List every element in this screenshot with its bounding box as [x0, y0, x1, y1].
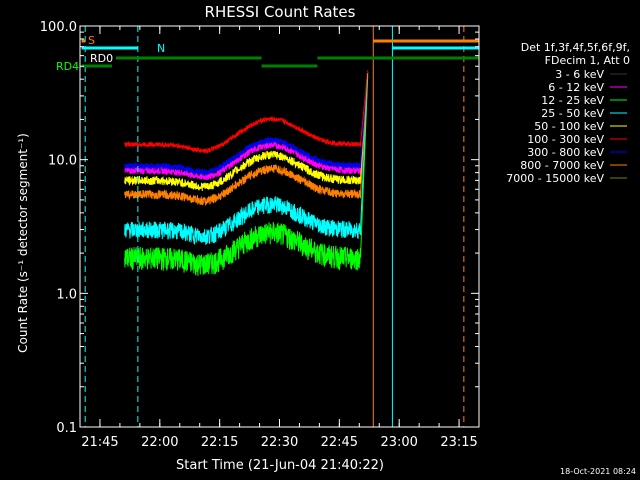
y-axis-label: Count Rate (s⁻¹ detector segment⁻¹): [16, 133, 30, 353]
x-tick-label: 23:00: [380, 435, 417, 450]
marker-label-n: N: [157, 42, 165, 55]
x-tick-label: 22:30: [261, 435, 298, 450]
marker-label-s: S: [88, 34, 95, 47]
legend-label: 6 - 12 keV: [548, 81, 604, 94]
x-axis-label: Start Time (21-Jun-04 21:40:22): [176, 458, 384, 473]
legend-label: 25 - 50 keV: [541, 107, 604, 120]
series-line-2: [124, 76, 369, 277]
series-line-5: [124, 70, 369, 155]
footer-timestamp: 18-Oct-2021 08:24: [560, 467, 636, 476]
legend-label: 12 - 25 keV: [541, 94, 604, 107]
y-tick-label: 100.0: [40, 20, 77, 35]
legend-label: 800 - 7000 keV: [520, 159, 604, 172]
legend-title-line: FDecim 1, Att 0: [545, 54, 630, 67]
x-tick-label: 22:15: [201, 435, 238, 450]
y-tick-label: 1.0: [56, 287, 77, 302]
chart-title: RHESSI Count Rates: [205, 3, 356, 21]
legend-label: 300 - 800 keV: [527, 146, 604, 159]
marker-label-rd4: RD4: [56, 60, 79, 73]
x-tick-label: 22:00: [141, 435, 178, 450]
x-tick-label: 22:45: [321, 435, 358, 450]
y-tick-label: 0.1: [56, 421, 77, 436]
marker-label-rd0: RD0: [90, 52, 113, 65]
x-tick-label: 21:45: [81, 435, 118, 450]
y-tick-label: 10.0: [48, 154, 77, 169]
series-line-3: [124, 74, 369, 245]
legend-title-line: Det 1f,3f,4f,5f,6f,9f,: [521, 41, 630, 54]
legend-label: 3 - 6 keV: [555, 68, 604, 81]
legend-label: 50 - 100 keV: [534, 120, 604, 133]
x-tick-label: 23:15: [440, 435, 477, 450]
legend-label: 100 - 300 keV: [527, 133, 604, 146]
legend-label: 7000 - 15000 keV: [506, 172, 604, 185]
series-line-7: [124, 72, 369, 207]
series-line-6: [124, 71, 369, 176]
series-line-4: [124, 72, 369, 192]
